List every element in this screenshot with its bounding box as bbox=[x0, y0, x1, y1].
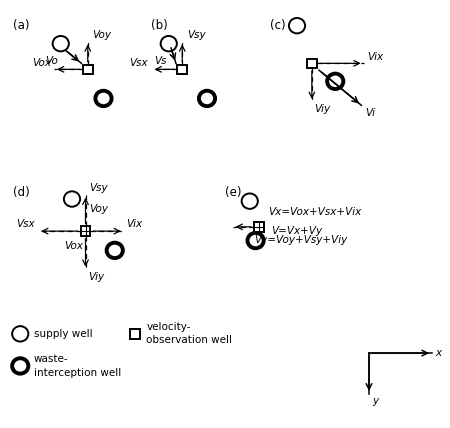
Text: Vs: Vs bbox=[154, 56, 166, 66]
Text: Vix: Vix bbox=[126, 220, 142, 229]
Text: waste-
interception well: waste- interception well bbox=[34, 354, 121, 377]
Text: velocity-
observation well: velocity- observation well bbox=[146, 322, 232, 345]
Text: supply well: supply well bbox=[34, 329, 92, 339]
Text: Vsy: Vsy bbox=[89, 184, 108, 193]
Text: Vix: Vix bbox=[367, 52, 383, 62]
Text: Vsx: Vsx bbox=[17, 220, 35, 229]
Bar bbox=[81, 226, 90, 236]
Text: (b): (b) bbox=[151, 19, 167, 32]
Text: (c): (c) bbox=[270, 19, 286, 32]
Text: Vo: Vo bbox=[45, 56, 58, 66]
Text: Voy: Voy bbox=[89, 204, 108, 214]
Text: Viy: Viy bbox=[88, 272, 104, 282]
Text: (e): (e) bbox=[225, 186, 242, 199]
Text: x: x bbox=[436, 348, 442, 358]
Bar bbox=[130, 329, 140, 339]
Text: Vi: Vi bbox=[365, 108, 375, 118]
Bar bbox=[307, 59, 317, 68]
Bar bbox=[83, 65, 93, 74]
Text: Vy=Voy+Vsy+Viy: Vy=Voy+Vsy+Viy bbox=[254, 235, 347, 245]
Text: Vox: Vox bbox=[32, 58, 51, 68]
Text: Vsy: Vsy bbox=[187, 30, 205, 40]
Text: Vsx: Vsx bbox=[130, 58, 148, 68]
Text: y: y bbox=[373, 396, 379, 406]
Text: Voy: Voy bbox=[92, 30, 111, 40]
Bar bbox=[254, 222, 264, 232]
Text: V=Vx+Vy: V=Vx+Vy bbox=[271, 226, 322, 236]
Bar bbox=[177, 65, 187, 74]
Text: (a): (a) bbox=[14, 19, 30, 32]
Text: Vx=Vox+Vsx+Vix: Vx=Vox+Vsx+Vix bbox=[269, 208, 362, 217]
Text: Vox: Vox bbox=[64, 241, 83, 250]
Text: (d): (d) bbox=[14, 186, 30, 199]
Text: Viy: Viy bbox=[314, 104, 330, 114]
